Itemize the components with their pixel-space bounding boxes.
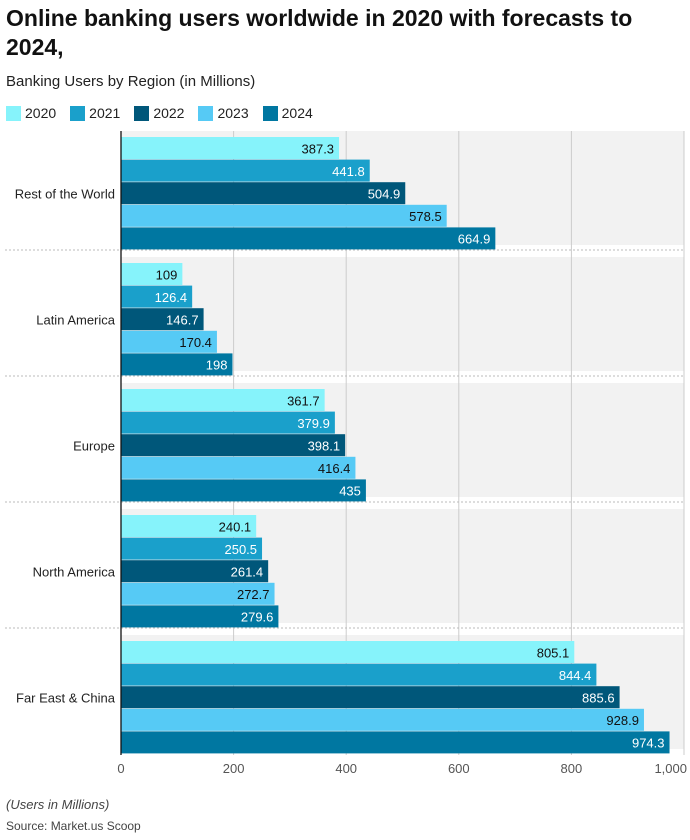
category-label: North America: [33, 565, 116, 580]
data-label: 146.7: [166, 313, 199, 328]
bar: [121, 353, 233, 376]
chart-subtitle: Banking Users by Region (in Millions): [6, 73, 256, 90]
bar: [121, 731, 670, 754]
legend-label: 2022: [153, 105, 185, 121]
x-tick-label: 400: [335, 761, 357, 776]
data-label: 578.5: [409, 209, 442, 224]
data-label: 974.3: [632, 736, 665, 751]
bar: [121, 330, 217, 353]
bar: [121, 159, 370, 182]
data-label: 805.1: [537, 645, 570, 660]
legend-item: 2020: [6, 105, 56, 121]
bar: [121, 204, 447, 227]
bar: [121, 308, 204, 331]
data-label: 126.4: [155, 290, 188, 305]
data-label: 361.7: [287, 393, 320, 408]
bar: [121, 708, 644, 731]
data-label: 441.8: [332, 164, 365, 179]
data-label: 664.9: [458, 232, 491, 247]
bar: [121, 515, 257, 537]
data-label: 170.4: [179, 335, 212, 350]
legend-item: 2021: [70, 105, 120, 121]
legend-swatch: [262, 105, 278, 121]
bar: [121, 227, 496, 250]
bar: [121, 411, 335, 434]
data-label: 435: [339, 484, 361, 499]
legend-swatch: [6, 105, 21, 121]
category-label: Rest of the World: [15, 187, 115, 202]
bar-chart: 0 200 400 600 800 1,000 Rest of the World 387.3…: [5, 131, 687, 776]
source: Source: Market.us Scoop: [6, 819, 141, 833]
data-label: 240.1: [219, 519, 252, 534]
data-label: 844.4: [559, 668, 592, 683]
legend: 2020 2021 2022 2023 2024: [6, 105, 313, 121]
data-label: 885.6: [582, 691, 615, 706]
x-tick-label: 800: [561, 761, 583, 776]
legend-label: 2020: [25, 105, 57, 121]
data-label: 109: [156, 267, 178, 282]
bar: [121, 537, 263, 560]
x-tick-label: 200: [223, 761, 245, 776]
data-label: 928.9: [606, 713, 639, 728]
x-tick-label: 1,000: [654, 761, 687, 776]
x-tick-label: 0: [117, 761, 124, 776]
legend-label: 2021: [89, 105, 121, 121]
units-note: (Users in Millions): [6, 797, 110, 812]
data-label: 272.7: [237, 587, 270, 602]
bar: [121, 182, 406, 205]
chart-title: Online banking users worldwide in 2020 w…: [6, 5, 633, 60]
data-label: 250.5: [224, 542, 257, 557]
category-label: Far East & China: [16, 691, 116, 706]
x-tick-label: 600: [448, 761, 470, 776]
data-label: 416.4: [318, 461, 351, 476]
legend-label: 2023: [217, 105, 249, 121]
bar: [121, 641, 575, 663]
data-label: 261.4: [231, 565, 264, 580]
legend-item: 2023: [198, 105, 249, 121]
legend-label: 2024: [281, 105, 313, 121]
data-label: 504.9: [368, 187, 401, 202]
bar: [121, 137, 340, 159]
bar: [121, 582, 275, 605]
data-label: 398.1: [308, 439, 341, 454]
legend-item: 2024: [262, 105, 313, 121]
category-label: Europe: [73, 439, 115, 454]
bar: [121, 560, 269, 583]
legend-swatch: [70, 105, 86, 121]
bar: [121, 663, 597, 686]
bar: [121, 434, 346, 457]
bar: [121, 686, 620, 709]
bar: [121, 479, 366, 502]
bar: [121, 285, 193, 308]
bar: [121, 389, 325, 411]
legend-swatch: [134, 105, 150, 121]
legend-item: 2022: [134, 105, 184, 121]
data-label: 387.3: [302, 141, 335, 156]
category-label: Latin America: [36, 313, 116, 328]
data-label: 198: [206, 358, 228, 373]
legend-swatch: [198, 105, 214, 121]
bar: [121, 456, 356, 479]
bar: [121, 605, 279, 628]
data-label: 379.9: [297, 416, 330, 431]
bar: [121, 263, 183, 285]
data-label: 279.6: [241, 610, 274, 625]
